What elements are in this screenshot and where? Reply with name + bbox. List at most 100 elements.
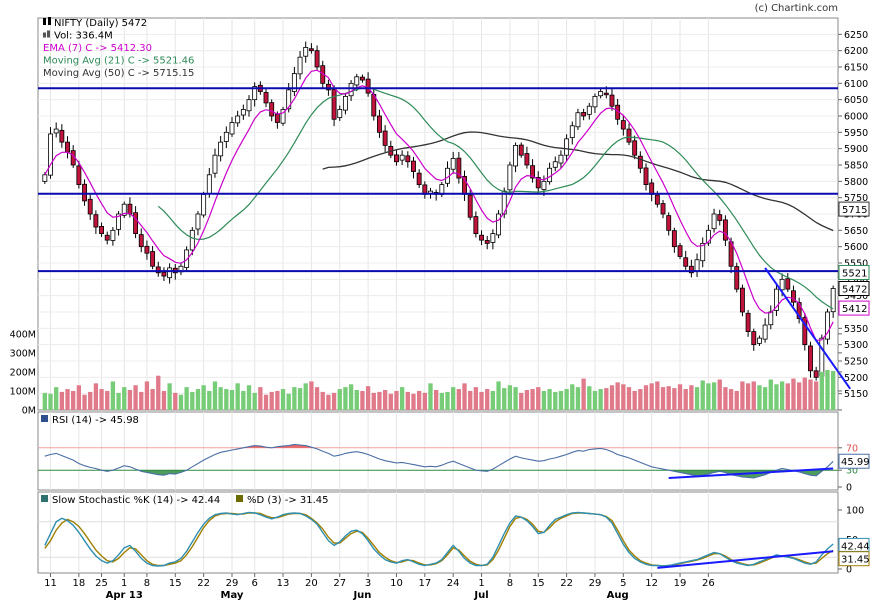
stochastic-k-legend-swatch bbox=[41, 495, 48, 502]
volume-bar bbox=[275, 390, 280, 410]
volume-bar bbox=[212, 381, 218, 410]
candle-up bbox=[240, 109, 246, 116]
volume-bar bbox=[711, 382, 717, 410]
x-tick-label: 19 bbox=[674, 578, 687, 589]
volume-bar bbox=[774, 384, 779, 410]
rsi-panel: 0 30 70 RSI (14) -> 45.98 45.99 bbox=[38, 415, 870, 494]
y-tick-label: 5650 bbox=[844, 226, 868, 237]
volume-bar bbox=[263, 394, 269, 410]
volume-bar bbox=[575, 387, 581, 410]
volume-bar bbox=[280, 389, 286, 410]
y-tick-label: 5200 bbox=[844, 373, 868, 384]
y-tick-label: 5900 bbox=[844, 144, 868, 155]
candle-down bbox=[104, 234, 110, 241]
candle-up bbox=[762, 324, 768, 340]
candle-down bbox=[76, 165, 82, 185]
x-tick-label: 6 bbox=[251, 578, 257, 589]
stochastic-panel: 050100Slow Stochastic %K (14) -> 42.44%D… bbox=[38, 495, 870, 576]
x-tick-label: 29 bbox=[226, 578, 239, 589]
candle-up bbox=[342, 96, 348, 111]
x-tick-label: 12 bbox=[645, 578, 658, 589]
candle-down bbox=[677, 245, 683, 257]
candle-up bbox=[201, 193, 207, 216]
volume-bar bbox=[723, 387, 728, 410]
volume-bar bbox=[178, 394, 184, 410]
panel-frame bbox=[37, 411, 839, 491]
candle-up bbox=[598, 91, 604, 97]
x-tick-label: 5 bbox=[620, 578, 626, 589]
volume-bar bbox=[348, 384, 354, 410]
candle-up bbox=[110, 229, 116, 241]
candle-up bbox=[121, 203, 127, 216]
candle-down bbox=[411, 160, 416, 172]
candle-icon-bar bbox=[43, 18, 46, 25]
candle-up bbox=[586, 105, 592, 115]
candle-down bbox=[603, 92, 609, 96]
volume-bar bbox=[689, 385, 694, 410]
legend-entry: Moving Avg (50) C -> 5715.15 bbox=[43, 68, 194, 79]
volume-bar bbox=[831, 370, 836, 410]
candle-up bbox=[700, 242, 706, 262]
candle-down bbox=[620, 120, 626, 130]
legend-entry: EMA (7) C -> 5412.30 bbox=[43, 43, 152, 54]
volume-bar bbox=[621, 384, 626, 410]
volume-bar bbox=[434, 390, 439, 410]
volume-bar bbox=[54, 387, 59, 410]
candle-up bbox=[184, 249, 190, 268]
candle-up bbox=[705, 229, 711, 244]
candle-down bbox=[484, 240, 490, 244]
candle-up bbox=[756, 337, 762, 344]
volume-bar bbox=[377, 391, 382, 410]
volume-bar bbox=[485, 389, 490, 410]
volume-bar bbox=[496, 381, 501, 410]
candle-up bbox=[825, 311, 830, 340]
candle-down bbox=[382, 130, 388, 146]
candle-down bbox=[717, 214, 723, 221]
candle-up bbox=[280, 109, 286, 124]
candle-down bbox=[802, 317, 808, 346]
candle-down bbox=[82, 183, 87, 202]
volume-tick-label: 0M bbox=[22, 406, 36, 417]
candle-up bbox=[768, 311, 774, 326]
x-tick-label: 18 bbox=[72, 578, 85, 589]
candle-down bbox=[734, 266, 740, 290]
volume-bar bbox=[507, 385, 513, 410]
volume-bar bbox=[751, 381, 756, 410]
volume-bar bbox=[615, 382, 620, 410]
candle-up bbox=[496, 213, 501, 236]
rsi-overbought-fill bbox=[243, 444, 312, 448]
candle-up bbox=[229, 122, 235, 135]
candle-down bbox=[530, 165, 536, 179]
volume-bar bbox=[371, 392, 376, 410]
volume-bar bbox=[564, 389, 569, 410]
candle-down bbox=[87, 198, 93, 215]
volume-bar bbox=[536, 387, 541, 410]
volume-bar bbox=[190, 391, 195, 410]
volume-bar bbox=[717, 379, 722, 410]
volume-bar bbox=[740, 381, 745, 410]
volume-bar bbox=[405, 391, 410, 410]
candle-up bbox=[337, 109, 343, 119]
candle-up bbox=[569, 125, 575, 138]
volume-bar bbox=[479, 391, 484, 410]
rsi-trend-line bbox=[668, 467, 834, 480]
volume-bar bbox=[519, 392, 524, 410]
candle-up bbox=[513, 144, 519, 167]
candle-down bbox=[133, 212, 139, 234]
candle-up bbox=[490, 233, 496, 243]
volume-bar bbox=[399, 387, 405, 410]
candle-down bbox=[467, 194, 473, 218]
volume-bar bbox=[235, 383, 240, 410]
stochastic-trend-line bbox=[657, 550, 834, 569]
y-tick-label: 6150 bbox=[844, 63, 868, 74]
candle-up bbox=[575, 112, 581, 128]
volume-bar bbox=[258, 387, 263, 410]
volume-bar bbox=[156, 375, 161, 410]
x-tick-label: 22 bbox=[197, 578, 210, 589]
volume-bar bbox=[99, 389, 104, 410]
stochastic-k-legend: Slow Stochastic %K (14) -> 42.44 bbox=[52, 495, 220, 506]
candle-up bbox=[354, 76, 360, 86]
volume-bar bbox=[558, 390, 564, 410]
